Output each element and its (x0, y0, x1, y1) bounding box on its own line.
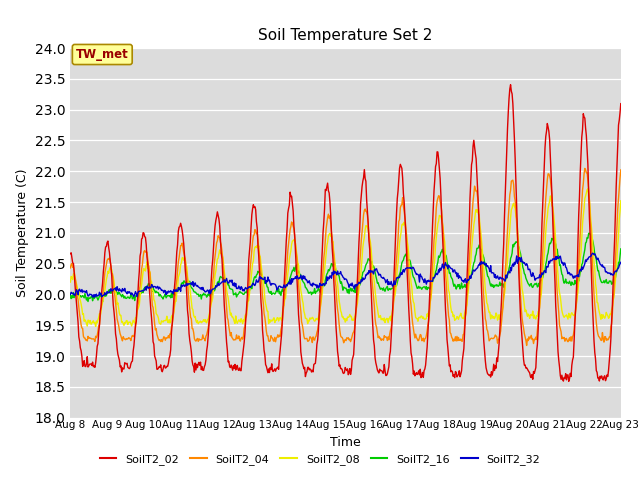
SoilT2_02 (218, 256, 226, 262)
SoilT2_16 (190, 288, 198, 294)
SoilT2_02 (507, 82, 515, 88)
SoilT2_02 (77, 345, 84, 351)
SoilT2_04 (413, 335, 420, 340)
SoilT2_04 (523, 343, 531, 348)
SoilT2_32 (134, 290, 141, 296)
SoilT2_04 (77, 316, 84, 322)
SoilT2_16 (99, 299, 106, 305)
SoilT2_32 (77, 288, 84, 294)
SoilT2_08 (413, 316, 421, 322)
Text: TW_met: TW_met (76, 48, 129, 61)
SoilT2_08 (190, 312, 198, 318)
SoilT2_04 (617, 167, 625, 173)
SoilT2_04 (133, 310, 141, 316)
SoilT2_04 (218, 248, 226, 254)
SoilT2_08 (134, 306, 141, 312)
SoilT2_16 (77, 293, 84, 299)
SoilT2_16 (617, 246, 625, 252)
SoilT2_04 (67, 265, 74, 271)
SoilT2_16 (219, 275, 227, 281)
SoilT2_04 (429, 263, 436, 269)
SoilT2_32 (219, 278, 227, 284)
Line: SoilT2_02: SoilT2_02 (70, 85, 621, 381)
SoilT2_02 (67, 251, 74, 256)
SoilT2_08 (67, 279, 74, 285)
SoilT2_08 (92, 324, 99, 329)
SoilT2_04 (581, 166, 589, 171)
Legend: SoilT2_02, SoilT2_04, SoilT2_08, SoilT2_16, SoilT2_32: SoilT2_02, SoilT2_04, SoilT2_08, SoilT2_… (95, 450, 545, 469)
SoilT2_32 (429, 275, 437, 280)
SoilT2_32 (617, 259, 625, 265)
SoilT2_32 (90, 294, 98, 300)
SoilT2_02 (189, 362, 196, 368)
SoilT2_02 (429, 224, 436, 229)
SoilT2_02 (565, 378, 573, 384)
SoilT2_16 (134, 293, 141, 299)
SoilT2_08 (584, 186, 592, 192)
SoilT2_16 (67, 291, 74, 297)
SoilT2_08 (617, 198, 625, 204)
X-axis label: Time: Time (330, 436, 361, 449)
SoilT2_08 (429, 274, 437, 279)
SoilT2_02 (413, 370, 420, 375)
Title: Soil Temperature Set 2: Soil Temperature Set 2 (259, 28, 433, 43)
SoilT2_16 (429, 277, 437, 283)
SoilT2_08 (77, 298, 84, 303)
SoilT2_32 (413, 271, 421, 277)
SoilT2_16 (413, 286, 421, 291)
Line: SoilT2_08: SoilT2_08 (70, 189, 621, 326)
Line: SoilT2_16: SoilT2_16 (70, 233, 621, 302)
Y-axis label: Soil Temperature (C): Soil Temperature (C) (16, 168, 29, 297)
SoilT2_02 (617, 101, 625, 107)
Line: SoilT2_32: SoilT2_32 (70, 253, 621, 297)
SoilT2_32 (190, 284, 198, 289)
SoilT2_32 (67, 291, 74, 297)
SoilT2_02 (133, 302, 141, 308)
Line: SoilT2_04: SoilT2_04 (70, 168, 621, 346)
SoilT2_04 (189, 326, 196, 332)
SoilT2_32 (589, 251, 596, 256)
SoilT2_16 (586, 230, 593, 236)
SoilT2_08 (219, 254, 227, 260)
